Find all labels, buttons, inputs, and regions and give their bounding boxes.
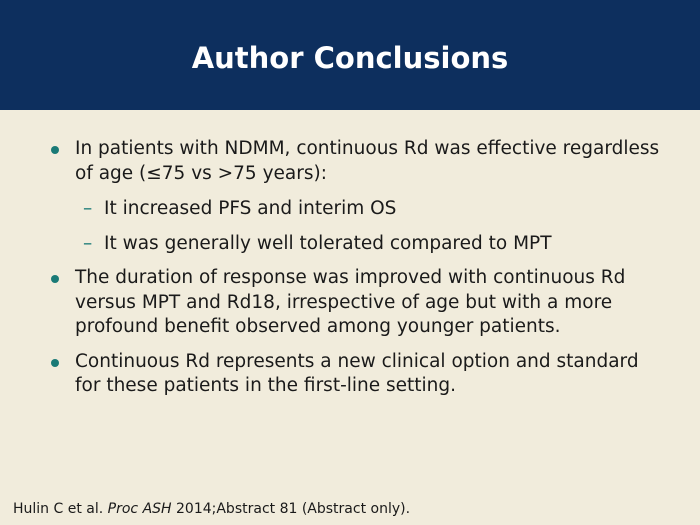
bullet-text: Continuous Rd represents a new clinical …: [75, 350, 639, 397]
slide-title: Author Conclusions: [191, 41, 509, 75]
bullet-dot-icon: [51, 275, 59, 283]
citation-journal: Proc ASH: [107, 501, 172, 517]
sub-bullet-item: – It increased PFS and interim OS: [48, 197, 668, 222]
sub-bullet-item: – It was generally well tolerated compar…: [48, 232, 668, 257]
citation-footnote: Hulin C et al. Proc ASH 2014;Abstract 81…: [13, 500, 410, 518]
bullet-text: In patients with NDMM, continuous Rd was…: [75, 138, 660, 184]
bullet-item: The duration of response was improved wi…: [48, 266, 668, 340]
dash-marker: –: [83, 232, 93, 254]
citation-authors: Hulin C et al.: [13, 501, 108, 517]
bullet-item: Continuous Rd represents a new clinical …: [48, 350, 668, 399]
citation-details: 2014;Abstract 81 (Abstract only).: [171, 501, 411, 517]
dash-marker: –: [83, 198, 93, 219]
title-bar: Author Conclusions: [0, 0, 700, 110]
sub-bullet-text: It was generally well tolerated compared…: [104, 232, 552, 254]
slide-body: In patients with NDMM, continuous Rd was…: [48, 137, 668, 399]
bullet-text: The duration of response was improved wi…: [75, 267, 626, 337]
bullet-dot-icon: [51, 146, 59, 154]
bullet-item: In patients with NDMM, continuous Rd was…: [48, 137, 668, 186]
bullet-dot-icon: [51, 358, 59, 367]
sub-bullet-text: It increased PFS and interim OS: [104, 198, 397, 219]
